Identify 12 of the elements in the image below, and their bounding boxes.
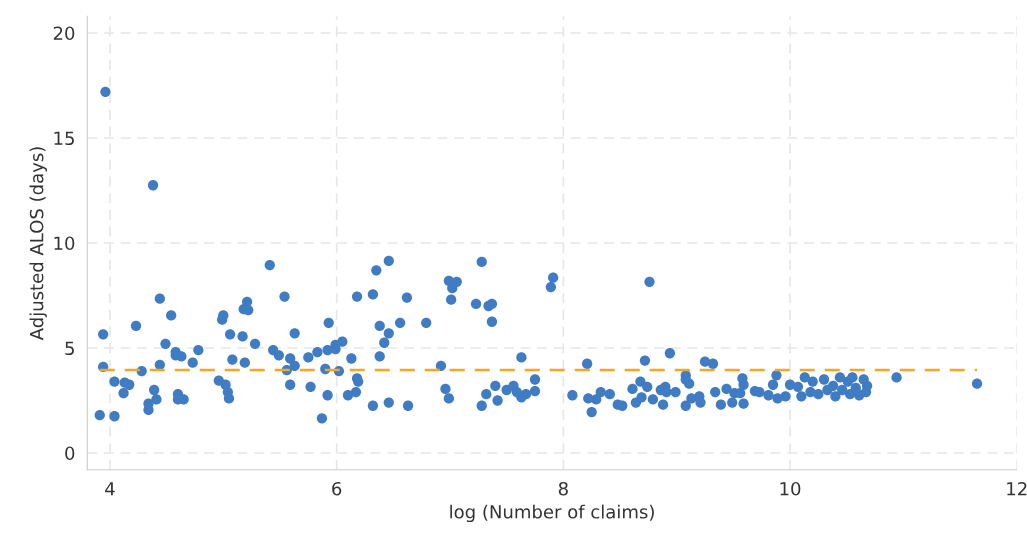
y-tick-label: 15 <box>54 131 74 146</box>
y-tick-label: 10 <box>54 236 75 251</box>
x-tick-label: 4 <box>105 482 115 496</box>
x-tick-label: 12 <box>1007 481 1027 496</box>
y-tick-label: 0 <box>65 446 75 461</box>
x-tick-label: 6 <box>332 481 342 496</box>
x-tick-label: 8 <box>558 481 568 496</box>
y-tick-label: 20 <box>53 26 75 41</box>
y-tick-label: 5 <box>65 341 74 356</box>
y-axis-title: Adjusted ALOS (days) <box>29 147 47 341</box>
x-tick-label: 10 <box>780 481 801 496</box>
x-axis-title: log (Number of claims) <box>450 504 654 523</box>
